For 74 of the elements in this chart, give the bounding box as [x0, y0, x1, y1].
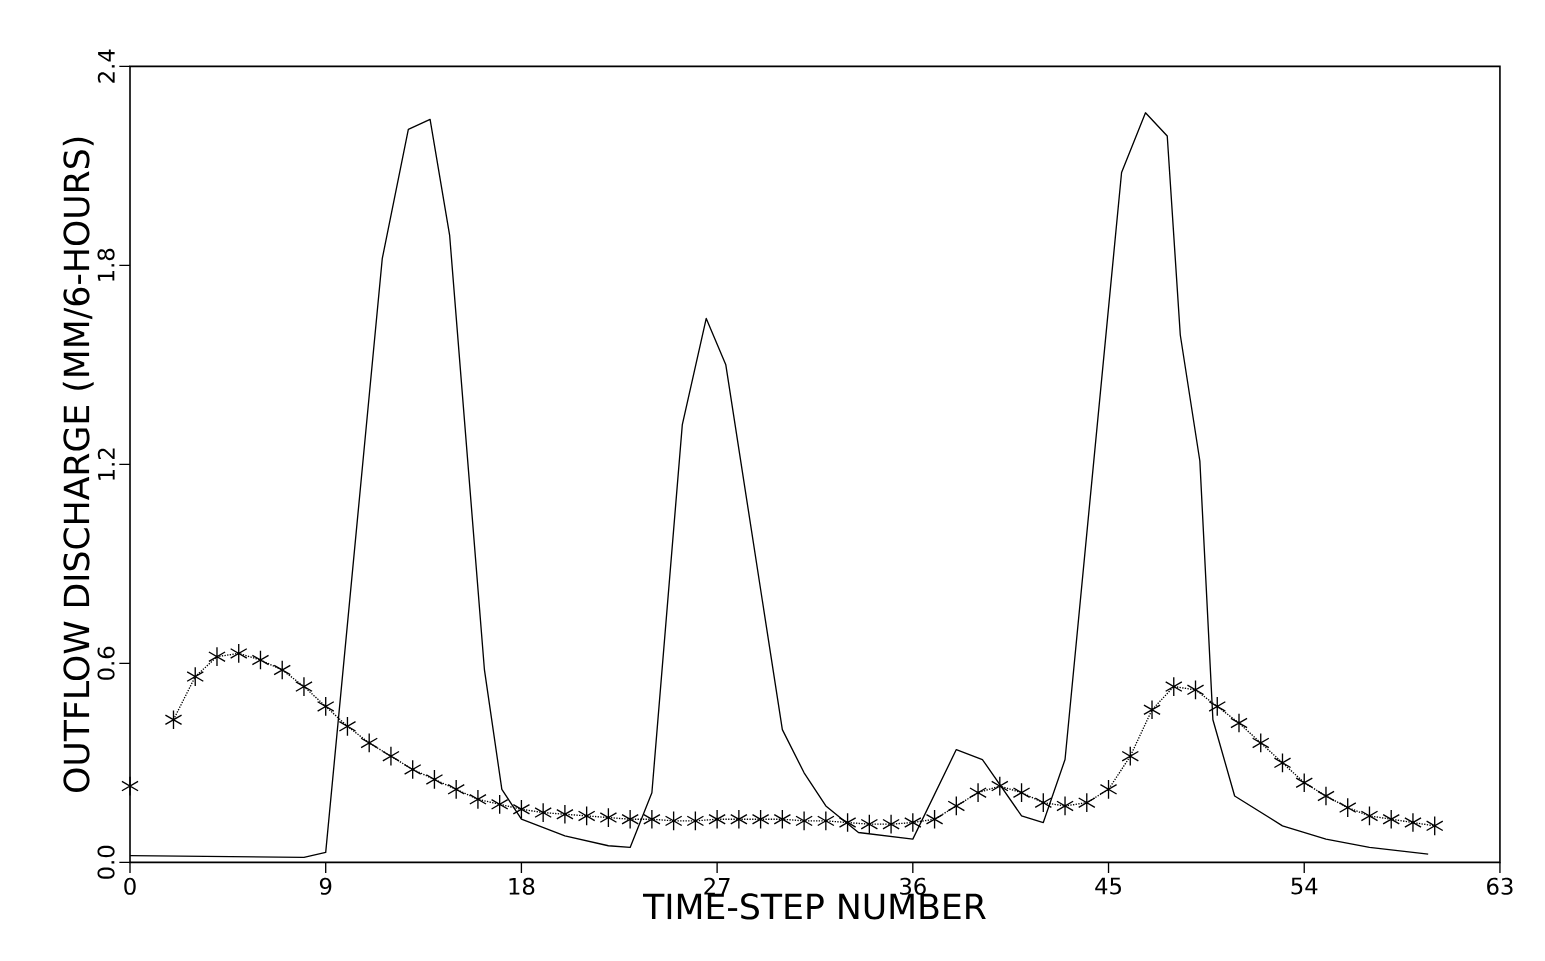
y-tick-label: 2.4: [97, 49, 115, 83]
point: [1208, 696, 1227, 717]
point: [1295, 772, 1313, 793]
point: [1012, 782, 1031, 803]
point: [382, 746, 400, 767]
point: [730, 809, 748, 830]
y-axis-title: OUTFLOW DISCHARGE (MM/6-HOURS): [62, 137, 94, 792]
point: [643, 809, 661, 830]
point: [186, 666, 204, 687]
point: [795, 810, 813, 831]
point: [947, 795, 966, 816]
point: [1186, 679, 1205, 700]
y-tick-label: 1.8: [97, 248, 115, 281]
y-tick-label: 0.6: [97, 646, 115, 680]
point: [838, 812, 857, 833]
point: [1404, 812, 1422, 833]
y-tick-label: 1.2: [97, 448, 115, 480]
point: [1338, 797, 1357, 818]
point: [208, 646, 226, 667]
point: [1034, 792, 1053, 813]
point: [1230, 713, 1248, 734]
point: [1121, 746, 1140, 767]
point: [621, 809, 639, 830]
point: [469, 789, 487, 810]
point: [708, 809, 726, 830]
point: [751, 809, 770, 830]
point: [273, 659, 291, 680]
point: [904, 812, 922, 833]
y-tick-label: 0.0: [97, 845, 115, 879]
point: [969, 782, 987, 803]
point: [229, 643, 248, 664]
point: [295, 676, 313, 697]
point: [1360, 805, 1379, 826]
point: [1317, 786, 1335, 806]
x-tick-label: 54: [1291, 877, 1318, 895]
point: [1425, 815, 1444, 836]
point: [534, 802, 552, 823]
point: [425, 769, 444, 790]
point: [599, 807, 618, 828]
point: [1382, 809, 1400, 830]
x-tick-label: 36: [900, 877, 926, 895]
point: [1143, 699, 1161, 720]
point: [991, 776, 1009, 797]
point: [556, 804, 574, 825]
point: [577, 805, 596, 826]
point: [490, 794, 509, 815]
point: [860, 814, 879, 835]
point: [1251, 732, 1270, 753]
point: [403, 759, 422, 780]
point: [447, 779, 465, 800]
x-tick-label: 63: [1487, 877, 1513, 895]
point: [882, 814, 900, 835]
x-tick-label: 45: [1095, 877, 1121, 895]
point: [1056, 795, 1074, 816]
point: [512, 799, 531, 820]
x-tick-label: 0: [124, 877, 136, 895]
point: [1099, 779, 1118, 800]
point: [686, 810, 705, 831]
point: [925, 809, 944, 830]
point: [360, 732, 378, 753]
x-tick-label: 18: [509, 877, 535, 895]
point: [773, 809, 792, 830]
point: [1078, 792, 1096, 813]
point: [121, 776, 139, 797]
point: [338, 716, 357, 737]
point: [164, 709, 183, 730]
point: [817, 810, 835, 831]
point: [1165, 676, 1183, 697]
point: [316, 696, 335, 717]
x-tick-label: 9: [319, 877, 332, 895]
point: [1273, 752, 1292, 773]
point: [251, 650, 270, 671]
x-axis-title: TIME-STEP NUMBER: [643, 893, 986, 920]
point: [664, 810, 683, 831]
